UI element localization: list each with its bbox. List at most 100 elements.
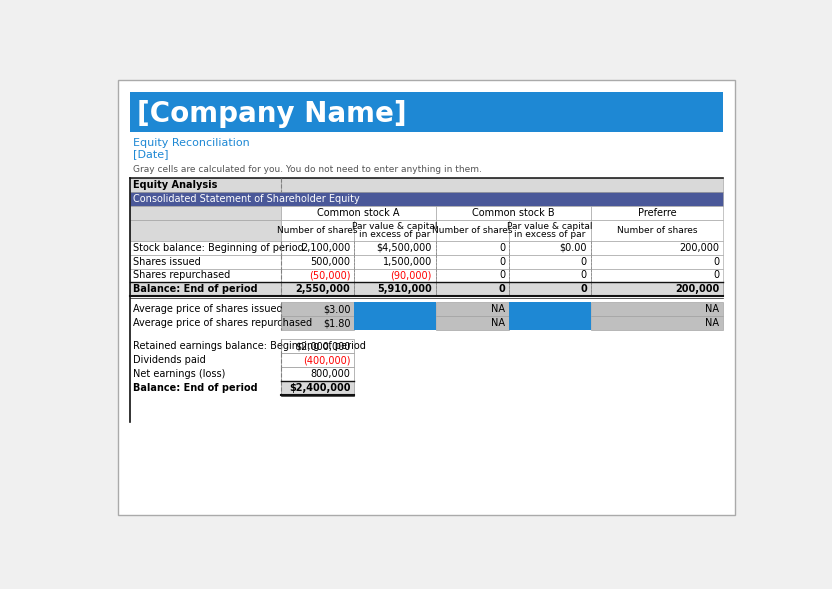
Bar [130, 206, 280, 220]
Text: $0.00: $0.00 [559, 243, 587, 253]
Bar [354, 254, 436, 269]
Text: 200,000: 200,000 [680, 243, 720, 253]
Bar [436, 206, 591, 220]
Text: NA: NA [492, 318, 506, 328]
Bar [509, 254, 591, 269]
Bar [591, 254, 723, 269]
Text: in excess of par: in excess of par [359, 230, 431, 239]
Bar [354, 220, 436, 241]
Text: $4,500,000: $4,500,000 [376, 243, 432, 253]
Bar [130, 241, 280, 254]
Text: Average price of shares repurchased: Average price of shares repurchased [133, 318, 313, 328]
Text: Balance: End of period: Balance: End of period [133, 383, 258, 393]
Bar [509, 283, 591, 296]
Text: 0: 0 [499, 257, 506, 267]
Bar [436, 283, 509, 296]
Text: 2,100,000: 2,100,000 [301, 243, 350, 253]
Bar [280, 339, 354, 353]
Text: NA: NA [706, 305, 720, 315]
Text: $2,000,000: $2,000,000 [295, 342, 350, 352]
Bar [280, 269, 354, 283]
Text: $3.00: $3.00 [323, 305, 350, 315]
Text: 0: 0 [499, 270, 506, 280]
Bar [436, 254, 509, 269]
Text: Par value & capital: Par value & capital [352, 222, 438, 231]
Text: Gray cells are calculated for you. You do not need to enter anything in them.: Gray cells are calculated for you. You d… [132, 165, 482, 174]
Text: 5,910,000: 5,910,000 [377, 284, 432, 294]
Text: 200,000: 200,000 [675, 284, 720, 294]
Bar [591, 220, 723, 241]
Bar [130, 269, 280, 283]
Bar [591, 241, 723, 254]
Text: Stock balance: Beginning of period: Stock balance: Beginning of period [133, 243, 305, 253]
Bar [509, 302, 591, 316]
Bar [591, 269, 723, 283]
Bar [130, 381, 280, 395]
Bar [130, 220, 280, 241]
Bar [280, 178, 723, 193]
Text: Equity Analysis: Equity Analysis [133, 180, 218, 190]
Bar [130, 178, 280, 193]
Bar [280, 367, 354, 381]
Bar [509, 269, 591, 283]
Bar [354, 302, 436, 316]
Text: 0: 0 [713, 270, 720, 280]
Bar [354, 241, 436, 254]
Bar [130, 283, 280, 296]
Text: Common stock A: Common stock A [317, 208, 399, 218]
Bar [280, 316, 354, 330]
Text: (90,000): (90,000) [390, 270, 432, 280]
Text: in excess of par: in excess of par [514, 230, 586, 239]
Bar [280, 353, 354, 367]
Text: Par value & capital: Par value & capital [508, 222, 592, 231]
Text: Number of shares: Number of shares [277, 226, 358, 235]
Text: (400,000): (400,000) [303, 355, 350, 365]
Text: Shares repurchased: Shares repurchased [133, 270, 230, 280]
Bar [354, 269, 436, 283]
Bar [354, 283, 436, 296]
Text: Equity Reconciliation: Equity Reconciliation [132, 138, 250, 148]
Bar [280, 302, 354, 316]
Bar [591, 283, 723, 296]
Text: NA: NA [706, 318, 720, 328]
Text: 1,500,000: 1,500,000 [383, 257, 432, 267]
Text: Shares issued: Shares issued [133, 257, 201, 267]
Text: 0: 0 [713, 257, 720, 267]
Text: Preferre: Preferre [637, 208, 676, 218]
Bar [130, 193, 723, 206]
Text: 2,550,000: 2,550,000 [295, 284, 350, 294]
Text: 0: 0 [581, 257, 587, 267]
Text: 800,000: 800,000 [310, 369, 350, 379]
Bar [591, 302, 723, 316]
Bar [591, 206, 723, 220]
Text: [Date]: [Date] [132, 149, 168, 159]
Bar [436, 241, 509, 254]
Text: 0: 0 [581, 270, 587, 280]
Text: 500,000: 500,000 [310, 257, 350, 267]
Text: 0: 0 [499, 243, 506, 253]
Text: Net earnings (loss): Net earnings (loss) [133, 369, 225, 379]
Bar [130, 339, 280, 353]
Bar [280, 254, 354, 269]
Bar [509, 241, 591, 254]
Bar [130, 353, 280, 367]
Bar [591, 316, 723, 330]
Bar [130, 316, 280, 330]
Text: Dividends paid: Dividends paid [133, 355, 206, 365]
Bar [436, 220, 509, 241]
Text: $1.80: $1.80 [323, 318, 350, 328]
Bar [354, 316, 436, 330]
Bar [130, 92, 723, 133]
Text: Average price of shares issued: Average price of shares issued [133, 305, 283, 315]
Bar [280, 283, 354, 296]
Text: 0: 0 [498, 284, 506, 294]
Bar [436, 302, 509, 316]
Bar [509, 316, 591, 330]
Text: Number of shares: Number of shares [433, 226, 513, 235]
Text: NA: NA [492, 305, 506, 315]
Bar [280, 220, 354, 241]
Text: Common stock B: Common stock B [472, 208, 554, 218]
Bar [280, 241, 354, 254]
Bar [130, 302, 280, 316]
Bar [280, 206, 436, 220]
